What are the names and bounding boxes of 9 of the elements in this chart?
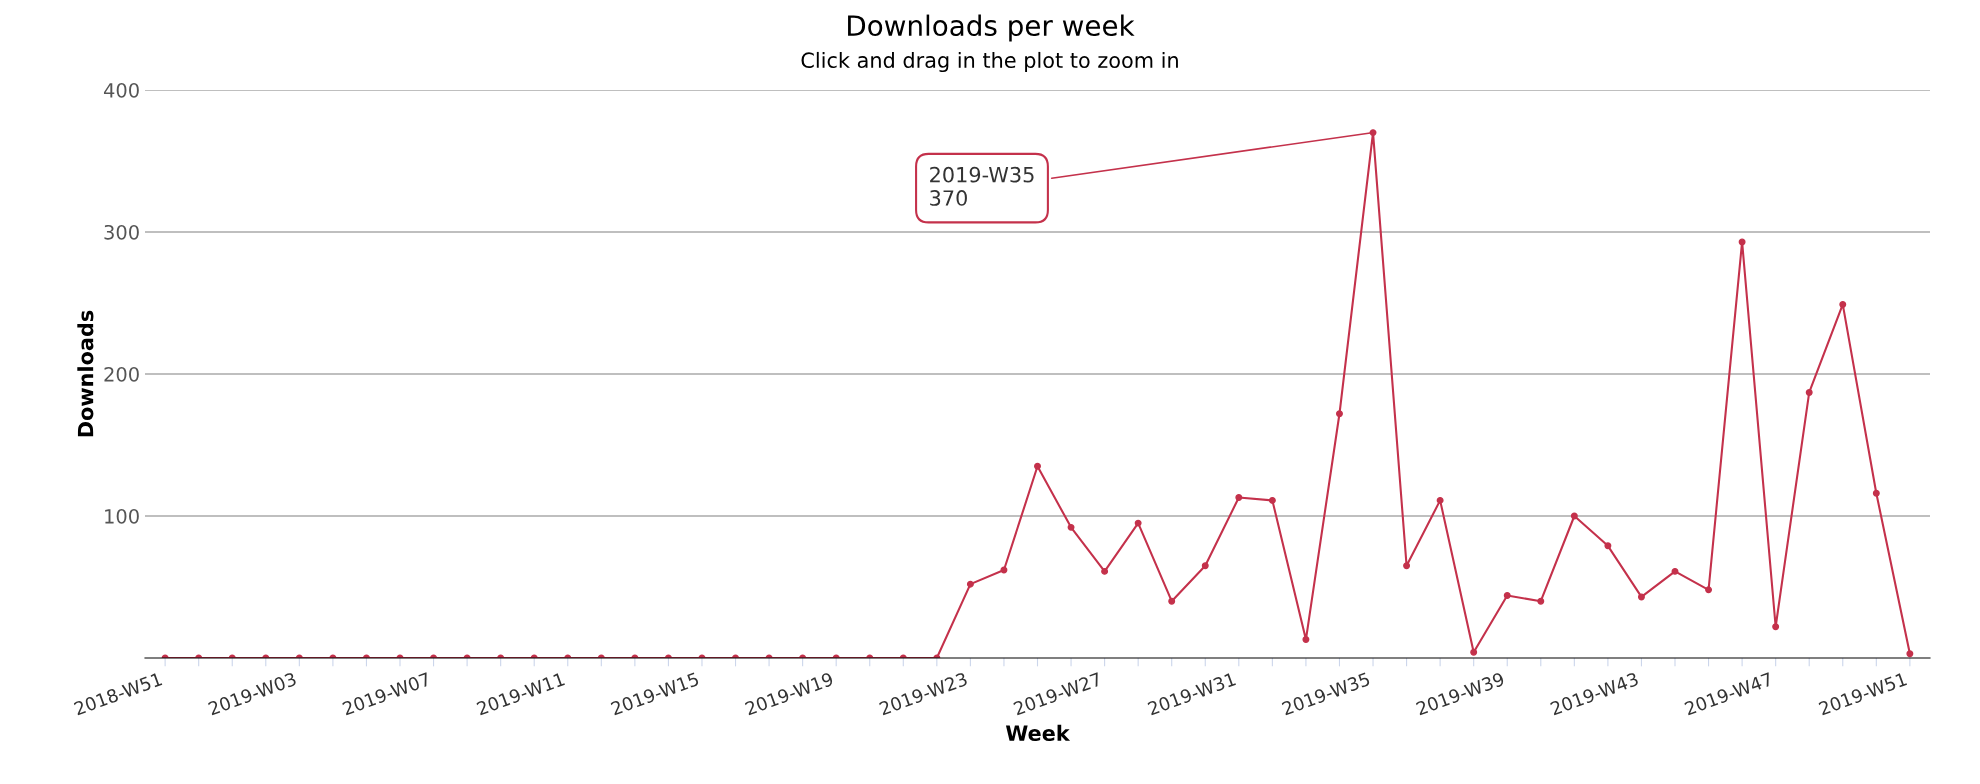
y-tick-label: 200 bbox=[104, 366, 139, 382]
y-tick-label: 300 bbox=[104, 224, 139, 240]
y-axis-title: Downloads bbox=[77, 310, 94, 437]
y-tick-label: 100 bbox=[105, 508, 139, 524]
y-tick-label: 400 bbox=[103, 82, 139, 98]
chart-title: Downloads per week bbox=[848, 14, 1135, 42]
x-axis-title: Week bbox=[1005, 724, 1071, 741]
annotation: 2019-W35 370 bbox=[930, 166, 1034, 206]
chart-subtitle: Click and drag in the plot to zoom in bbox=[801, 51, 1178, 73]
